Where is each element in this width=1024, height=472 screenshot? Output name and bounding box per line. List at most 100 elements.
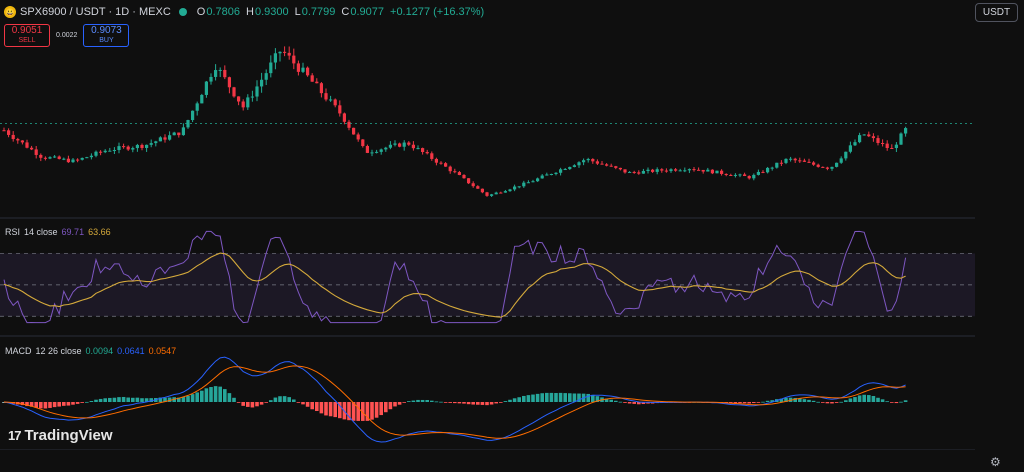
macd-histogram-bar: [388, 402, 393, 410]
candle-body: [416, 148, 420, 150]
macd-histogram-bar: [756, 402, 761, 403]
macd-histogram-bar: [370, 402, 374, 420]
open-value: 0.7806: [206, 6, 241, 18]
candle-body: [545, 174, 549, 176]
candle-body: [324, 93, 328, 100]
macd-histogram-bar: [747, 402, 751, 404]
macd-histogram-bar: [255, 402, 259, 407]
macd-signal-line: [3, 365, 906, 439]
sell-button[interactable]: 0.9051 SELL: [4, 24, 50, 47]
chart-canvas[interactable]: 1.60001.40001.20001.00000.80000.60000.40…: [0, 0, 975, 450]
candle-body: [94, 151, 98, 156]
candle-body: [692, 169, 696, 171]
macd-histogram-bar: [135, 397, 140, 402]
candle-body: [563, 169, 567, 171]
macd-histogram-bar: [278, 396, 282, 402]
macd-histogram-bar: [177, 397, 181, 402]
macd-histogram-bar: [457, 402, 462, 404]
candle-body: [499, 192, 503, 194]
candle-body: [108, 150, 112, 152]
candle-body: [2, 130, 6, 132]
macd-histogram-bar: [793, 397, 797, 402]
candle-body: [260, 79, 264, 87]
candle-body: [664, 170, 668, 172]
gear-icon[interactable]: ⚙: [990, 455, 1001, 469]
candle-body: [218, 69, 222, 71]
macd-histogram-bar: [43, 402, 48, 409]
candle-body: [237, 96, 241, 102]
macd-histogram-bar: [448, 402, 452, 403]
macd-histogram-bar: [273, 397, 278, 402]
buy-button[interactable]: 0.9073 BUY: [83, 24, 130, 47]
macd-histogram-bar: [614, 400, 618, 402]
macd-histogram-bar: [779, 398, 784, 402]
candle-body: [559, 169, 563, 173]
macd-histogram-bar: [393, 402, 397, 407]
macd-histogram-bar: [540, 393, 544, 402]
currency-button[interactable]: USDT: [975, 3, 1018, 22]
candle-body: [816, 164, 820, 167]
candle-body: [407, 142, 411, 145]
macd-histogram-bar: [420, 399, 425, 402]
macd-histogram-bar: [213, 386, 218, 402]
macd-histogram-bar: [186, 395, 190, 402]
candle-body: [62, 158, 66, 160]
candle-body: [11, 134, 15, 140]
macd-histogram-bar: [798, 398, 802, 402]
macd-histogram-bar: [356, 402, 360, 421]
macd-histogram-bar: [402, 402, 406, 403]
candle-body: [669, 169, 673, 172]
candle-body: [16, 139, 20, 141]
symbol-title[interactable]: SPX6900 / USDT · 1D · MEXC: [20, 6, 171, 18]
candle-body: [145, 144, 149, 148]
candle-body: [881, 142, 885, 144]
close-label: C: [341, 6, 350, 18]
candle-body: [646, 169, 650, 171]
macd-histogram-bar: [430, 400, 434, 402]
candle-body: [572, 165, 576, 167]
macd-legend-value: 0.0641: [117, 346, 145, 356]
tradingview-logo[interactable]: 17 TradingView: [8, 427, 113, 444]
macd-histogram-bar: [512, 398, 517, 402]
candle-body: [632, 171, 636, 173]
macd-histogram-bar: [627, 402, 632, 404]
candle-body: [862, 134, 866, 136]
macd-histogram-bar: [269, 400, 273, 402]
candle-body: [867, 134, 871, 137]
macd-histogram-bar: [282, 396, 287, 402]
candle-body: [365, 146, 369, 153]
candle-body: [149, 143, 153, 145]
macd-histogram-bar: [416, 399, 420, 402]
macd-legend[interactable]: MACD 12 26 close 0.0094 0.0641 0.0547: [5, 346, 176, 356]
low-label: L: [294, 6, 301, 18]
candle-body: [7, 130, 11, 135]
candle-body: [600, 163, 604, 165]
rsi-ma-legend-value: 63.66: [88, 227, 111, 237]
macd-histogram-bar: [305, 402, 310, 407]
candle-body: [453, 171, 457, 173]
macd-histogram-bar: [163, 397, 167, 402]
candle-body: [347, 121, 351, 128]
macd-histogram-bar: [577, 393, 581, 402]
rsi-legend[interactable]: RSI 14 close 69.71 63.66: [5, 227, 111, 237]
candle-body: [140, 144, 144, 148]
candle-body: [577, 162, 581, 166]
candle-body: [99, 151, 103, 153]
macd-histogram-bar: [471, 402, 475, 405]
candle-body: [393, 143, 397, 145]
candle-body: [756, 171, 760, 175]
rsi-legend-value: 69.71: [61, 227, 85, 237]
candle-body: [168, 135, 172, 140]
candle-body: [743, 174, 747, 177]
candle-body: [370, 152, 374, 154]
candle-body: [839, 158, 843, 163]
candle-body: [775, 162, 779, 168]
candle-body: [582, 160, 586, 163]
macd-histogram-bar: [195, 392, 199, 402]
macd-histogram-bar: [29, 402, 34, 407]
candle-body: [876, 138, 880, 143]
candle-body: [591, 158, 595, 162]
macd-histogram-bar: [259, 402, 264, 405]
macd-histogram-bar: [545, 392, 549, 402]
candle-body: [508, 189, 512, 192]
